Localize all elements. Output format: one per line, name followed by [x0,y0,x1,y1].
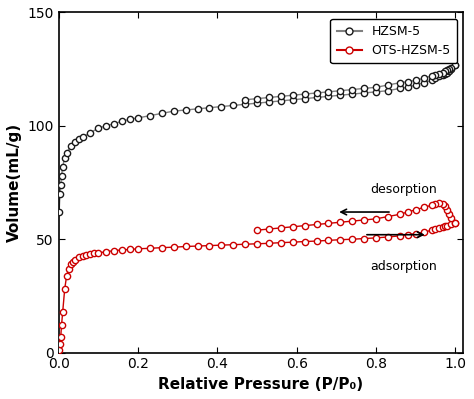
Y-axis label: Volume(mL/g): Volume(mL/g) [7,123,22,242]
X-axis label: Relative Pressure (P/P₀): Relative Pressure (P/P₀) [158,377,364,392]
Text: adsorption: adsorption [370,260,437,273]
Legend: HZSM-5, OTS-HZSM-5: HZSM-5, OTS-HZSM-5 [330,19,457,63]
Text: desorption: desorption [370,183,437,196]
